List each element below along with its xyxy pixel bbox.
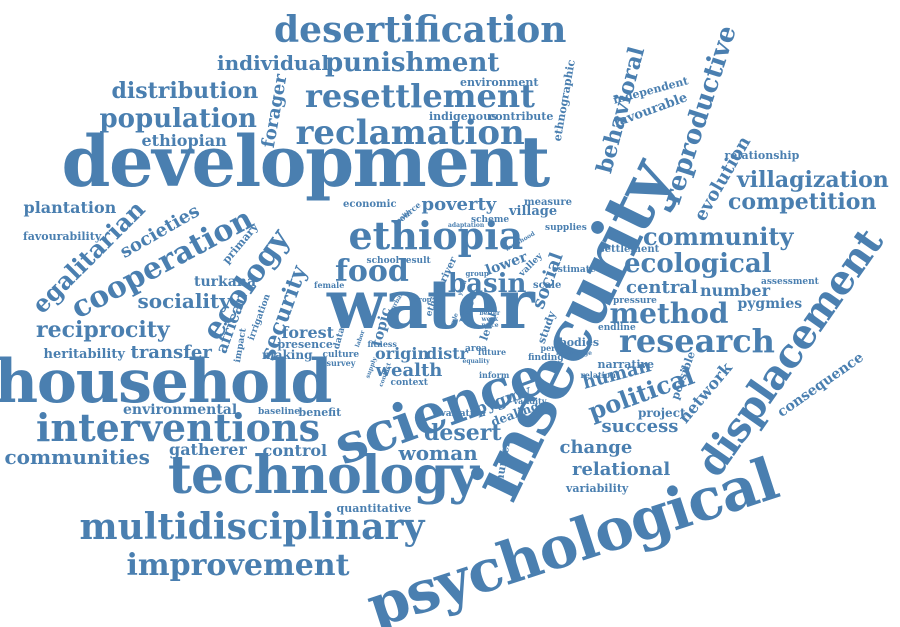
word-validity: validity xyxy=(513,396,547,406)
word-benefit: benefit xyxy=(298,405,342,419)
word-better: better xyxy=(479,310,501,317)
word-group: group xyxy=(465,268,489,278)
word-scale: scale xyxy=(533,280,562,291)
word-economic: economic xyxy=(343,199,397,210)
word-price: price xyxy=(481,322,499,329)
word-multidisciplinary: multidisciplinary xyxy=(79,506,425,548)
word-indigenous: indigenous xyxy=(429,109,498,123)
word-context: context xyxy=(390,377,428,388)
word-bodies: bodies xyxy=(559,335,600,349)
word-project: project xyxy=(638,406,686,420)
word-control: control xyxy=(262,441,328,460)
word-improvement: improvement xyxy=(126,548,350,583)
word-relationship: relationship xyxy=(724,148,800,162)
word-crop: crop xyxy=(414,294,432,304)
word-village: village xyxy=(509,203,558,219)
word-finding: finding xyxy=(528,352,564,363)
word-endline: endline xyxy=(598,322,636,333)
word-survey: survey xyxy=(326,358,356,368)
word-supplies: supplies xyxy=(545,222,587,233)
word-woman: woman xyxy=(398,441,478,465)
word-result: result xyxy=(401,255,431,266)
word-research: research xyxy=(619,322,775,360)
word-distr: distr xyxy=(426,344,469,363)
word-presence: presence xyxy=(277,337,333,351)
word-work: work xyxy=(481,316,499,323)
word-school: school xyxy=(366,255,400,266)
word-food: food xyxy=(335,254,409,289)
word-desertification: desertification xyxy=(274,9,567,51)
word-ethiopian: ethiopian xyxy=(141,131,227,150)
word-household: household xyxy=(0,347,333,417)
word-desert: desert xyxy=(424,420,502,446)
word-resettlement: resettlement xyxy=(305,77,535,115)
word-wealth: wealth xyxy=(375,360,443,381)
word-population: population xyxy=(99,104,257,134)
word-success: success xyxy=(601,416,679,437)
word-variation: variation xyxy=(440,408,486,419)
word-technology: technology xyxy=(168,445,479,506)
word-area: area xyxy=(465,343,488,354)
word-environment: environment xyxy=(460,75,539,89)
word-culture: culture xyxy=(322,349,360,360)
word-baseline: baseline xyxy=(258,406,301,417)
word-settlement: settlement xyxy=(599,244,660,255)
word-villagization: villagization xyxy=(737,167,889,193)
word-pressure: pressure xyxy=(613,295,657,306)
word-competition: competition xyxy=(728,189,877,215)
word-method: method xyxy=(609,297,729,330)
word-ethnographic: ethnographic xyxy=(550,58,578,142)
word-forest: forest xyxy=(281,323,335,342)
word-distribution: distribution xyxy=(111,78,259,104)
word-transfer: transfer xyxy=(130,342,212,363)
word-person: person xyxy=(540,343,572,353)
word-development: development xyxy=(61,120,551,203)
word-scheme: scheme xyxy=(471,214,510,225)
word-basin: basin xyxy=(448,269,527,299)
word-environmental: environmental xyxy=(123,402,238,418)
word-ecological: ecological xyxy=(624,249,772,279)
word-communities: communities xyxy=(4,445,150,469)
word-punishment: punishment xyxy=(325,48,500,78)
word-making: making xyxy=(262,348,313,362)
word-quantitative: quantitative xyxy=(336,501,412,515)
word-variability: variability xyxy=(566,481,629,495)
word-relational: relational xyxy=(572,459,671,480)
word-female: female xyxy=(314,280,345,290)
word-assessment: assessment xyxy=(761,276,819,287)
word-pygmies: pygmies xyxy=(737,296,803,312)
word-gatherer: gatherer xyxy=(169,440,247,459)
word-community: community xyxy=(643,222,794,251)
word-central: central xyxy=(626,277,698,298)
word-knowledge: knowledge xyxy=(556,350,592,357)
word-change: change xyxy=(559,437,633,458)
word-poverty: poverty xyxy=(421,194,497,215)
word-interventions: interventions xyxy=(36,405,321,450)
word-ethiopia: ethiopia xyxy=(348,213,524,258)
word-number: number xyxy=(700,281,770,300)
word-fitness: fitness xyxy=(367,339,397,349)
word-origin: origin xyxy=(375,344,430,363)
word-contribute: contribute xyxy=(488,109,554,123)
word-relation: relation xyxy=(580,370,616,380)
word-plantation: plantation xyxy=(23,198,117,217)
word-measure: measure xyxy=(524,197,572,208)
word-individual: individual xyxy=(217,51,330,75)
word-adaptation: adaptation xyxy=(448,222,485,229)
word-estimate: estimate xyxy=(552,264,596,275)
word-sociality: sociality xyxy=(137,289,231,313)
word-heritability: heritability xyxy=(43,346,125,362)
word-equality: equality xyxy=(462,358,490,365)
word-reciprocity: reciprocity xyxy=(36,317,170,343)
word-inform: inform xyxy=(479,370,510,380)
word-future: future xyxy=(478,347,507,357)
word-favourability: favourability xyxy=(23,229,102,243)
word-water: water xyxy=(327,265,535,345)
word-reclamation: reclamation xyxy=(295,113,525,153)
word-narrative: narrative xyxy=(597,357,655,371)
word-turkana: turkana xyxy=(194,274,257,290)
